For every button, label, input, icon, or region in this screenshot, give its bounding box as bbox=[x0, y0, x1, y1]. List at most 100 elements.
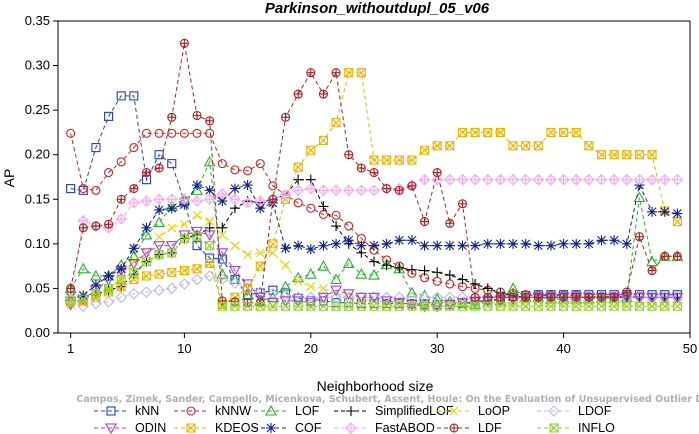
point bbox=[658, 292, 671, 304]
series-inflo bbox=[66, 232, 682, 311]
point bbox=[254, 292, 267, 304]
point bbox=[622, 301, 632, 311]
point bbox=[255, 159, 265, 169]
point bbox=[66, 284, 75, 293]
point bbox=[243, 301, 253, 311]
point bbox=[216, 188, 229, 200]
point bbox=[608, 173, 620, 186]
point bbox=[470, 127, 480, 137]
point bbox=[330, 273, 343, 285]
point bbox=[509, 293, 518, 302]
point bbox=[433, 168, 442, 177]
point bbox=[595, 173, 608, 186]
point bbox=[166, 203, 177, 214]
y-tick-label: 0.00 bbox=[25, 325, 50, 340]
point bbox=[507, 173, 519, 186]
point bbox=[140, 248, 153, 259]
point bbox=[304, 268, 317, 279]
point bbox=[293, 174, 304, 185]
point bbox=[456, 173, 469, 186]
point bbox=[382, 184, 392, 194]
point bbox=[217, 159, 227, 169]
point bbox=[305, 244, 316, 255]
point bbox=[483, 293, 492, 302]
y-tick-label: 0.30 bbox=[25, 58, 50, 73]
point bbox=[549, 423, 559, 433]
point bbox=[533, 240, 544, 251]
point bbox=[432, 167, 442, 178]
point bbox=[330, 184, 342, 197]
point bbox=[268, 248, 278, 258]
point bbox=[140, 286, 153, 298]
point bbox=[167, 248, 177, 258]
point bbox=[331, 210, 341, 220]
y-tick-label: 0.25 bbox=[25, 102, 50, 117]
point bbox=[532, 173, 545, 186]
legend-item-ldf: LDF bbox=[437, 421, 502, 434]
point bbox=[646, 173, 658, 186]
point bbox=[344, 68, 354, 78]
point bbox=[635, 232, 644, 241]
point bbox=[659, 206, 670, 217]
point bbox=[584, 141, 594, 151]
point bbox=[521, 141, 531, 151]
point bbox=[78, 223, 88, 233]
point bbox=[521, 292, 531, 302]
series-line-lof bbox=[70, 159, 678, 306]
point bbox=[495, 238, 506, 249]
point bbox=[116, 157, 126, 167]
point bbox=[127, 258, 140, 270]
point bbox=[633, 292, 646, 304]
point bbox=[192, 128, 202, 138]
point bbox=[596, 235, 607, 246]
point bbox=[79, 223, 88, 232]
point bbox=[167, 128, 177, 138]
point bbox=[470, 292, 480, 302]
point bbox=[673, 252, 682, 261]
point bbox=[117, 195, 126, 204]
point bbox=[205, 241, 215, 251]
point bbox=[128, 287, 140, 300]
point bbox=[153, 193, 165, 206]
point bbox=[91, 222, 100, 231]
series-line-knn bbox=[70, 95, 678, 305]
point bbox=[570, 173, 583, 186]
point bbox=[533, 141, 543, 151]
point bbox=[445, 218, 455, 228]
legend-label: kNN bbox=[135, 404, 159, 418]
point bbox=[394, 185, 404, 195]
legend-item-kdeos: KDEOS bbox=[174, 421, 259, 434]
point bbox=[432, 141, 442, 151]
point bbox=[419, 240, 430, 251]
point bbox=[104, 111, 114, 121]
point bbox=[153, 216, 166, 228]
point bbox=[596, 292, 607, 302]
point bbox=[294, 90, 303, 99]
x-tick-label: 20 bbox=[304, 341, 318, 356]
series-line-odin bbox=[70, 230, 678, 307]
point bbox=[432, 301, 442, 311]
axes: 1 10 20 30 40 50 0.00 0.05 0.10 0.15 0.20 0.25 0.30 0… bbox=[25, 13, 698, 356]
point bbox=[205, 217, 215, 226]
point bbox=[356, 68, 366, 78]
point bbox=[394, 235, 405, 246]
point bbox=[559, 127, 569, 137]
legend-item-simplifiedlof: SimplifiedLOF bbox=[334, 404, 454, 418]
point bbox=[90, 297, 102, 310]
legend-item-knnw: kNNW bbox=[174, 404, 251, 418]
point bbox=[254, 195, 267, 207]
legend-item-lof: LOF bbox=[254, 404, 320, 418]
point bbox=[306, 203, 316, 213]
point bbox=[91, 289, 101, 299]
point bbox=[154, 163, 164, 173]
legend-label: COF bbox=[295, 421, 322, 434]
point bbox=[394, 155, 404, 165]
legend-label: SimplifiedLOF bbox=[375, 404, 454, 418]
point bbox=[405, 299, 418, 311]
point bbox=[105, 423, 117, 434]
legend-label: INFLO bbox=[578, 421, 615, 434]
point bbox=[128, 243, 139, 254]
point bbox=[394, 262, 405, 273]
point bbox=[621, 173, 633, 186]
point bbox=[255, 203, 266, 214]
